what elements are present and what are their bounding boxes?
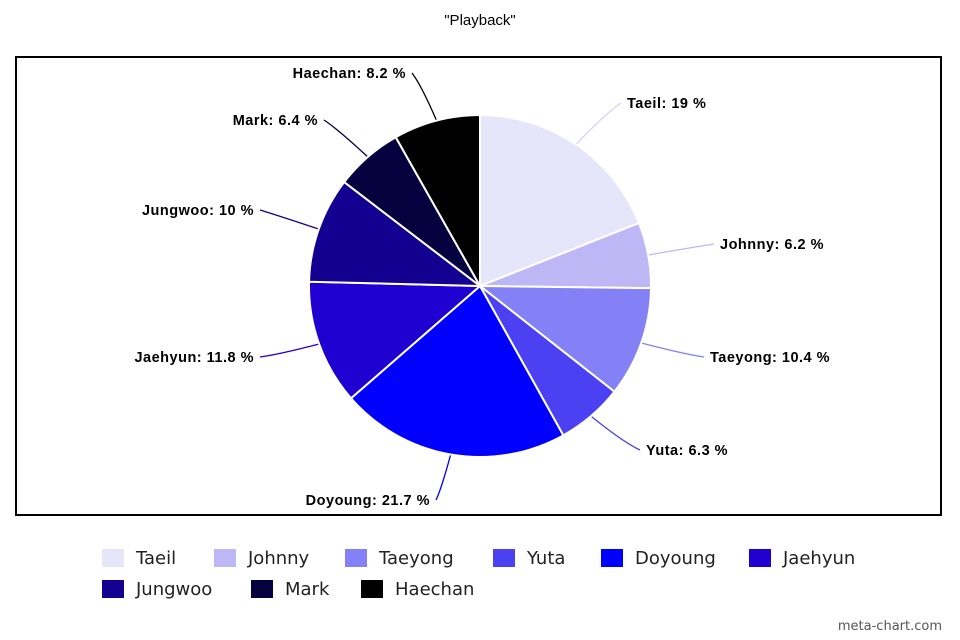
legend-item-doyoung[interactable]: Doyoung [601, 546, 716, 570]
chart-title: "Playback" [444, 12, 516, 29]
legend-item-mark[interactable]: Mark [251, 577, 329, 601]
slice-label-doyoung: Doyoung: 21.7 % [306, 493, 430, 509]
legend-swatch [361, 580, 383, 598]
leader-line-doyoung [435, 455, 452, 501]
legend-label: Taeyong [379, 547, 454, 569]
legend-swatch [749, 549, 771, 567]
pie-slice-taeyong [477, 284, 652, 394]
legend-item-jaehyun[interactable]: Jaehyun [749, 546, 855, 570]
leader-line-yuta [591, 416, 641, 451]
legend-swatch [251, 580, 273, 598]
pie-slice-doyoung [349, 284, 565, 458]
legend-item-haechan[interactable]: Haechan [361, 577, 474, 601]
legend-swatch [214, 549, 236, 567]
slice-label-mark: Mark: 6.4 % [233, 113, 318, 129]
leader-line-jungwoo [259, 209, 319, 230]
pie-slice-haechan [394, 113, 481, 290]
legend-swatch [493, 549, 515, 567]
legend-label: Yuta [527, 547, 566, 569]
plot-area-frame [15, 56, 942, 516]
legend-swatch [601, 549, 623, 567]
legend-label: Jaehyun [783, 547, 856, 569]
slice-label-taeil: Taeil: 19 % [627, 96, 706, 112]
legend-item-johnny[interactable]: Johnny [214, 546, 309, 570]
legend-label: Taeil [136, 547, 177, 569]
slice-label-jaehyun: Jaehyun: 11.8 % [134, 350, 254, 366]
slice-label-taeyong: Taeyong: 10.4 % [710, 350, 830, 366]
slice-label-yuta: Yuta: 6.3 % [646, 443, 728, 459]
legend-item-jungwoo[interactable]: Jungwoo [102, 577, 212, 601]
legend-label: Doyoung [635, 547, 716, 569]
legend-swatch [345, 549, 367, 567]
watermark-text: meta-chart.com [837, 619, 942, 634]
pie-slice-jungwoo [308, 180, 484, 288]
leader-line-jaehyun [259, 343, 319, 358]
slice-label-jungwoo: Jungwoo: 10 % [142, 203, 254, 219]
legend-item-taeil[interactable]: Taeil [102, 546, 176, 570]
legend-swatch [102, 580, 124, 598]
pie-chart: Taeil: 19 % Johnny: 6.2 % Taeyong: 10.4 % Y… [134, 66, 830, 509]
leader-line-johnny [649, 243, 715, 256]
legend-label: Haechan [395, 578, 475, 600]
slice-label-haechan: Haechan: 8.2 % [293, 66, 406, 82]
legend-item-taeyong[interactable]: Taeyong [345, 546, 454, 570]
legend-item-yuta[interactable]: Yuta [493, 546, 565, 570]
pie-slice-jaehyun [308, 280, 483, 400]
leader-line-taeyong [642, 342, 705, 358]
legend-label: Mark [285, 578, 330, 600]
pie-slice-taeil [479, 113, 641, 288]
slice-label-johnny: Johnny: 6.2 % [720, 237, 824, 253]
leader-line-mark [323, 119, 368, 157]
legend-label: Johnny [248, 547, 310, 569]
legend-label: Jungwoo [136, 578, 213, 600]
legend-swatch [102, 549, 124, 567]
leader-line-taeil [576, 102, 622, 145]
leader-line-haechan [411, 72, 437, 120]
